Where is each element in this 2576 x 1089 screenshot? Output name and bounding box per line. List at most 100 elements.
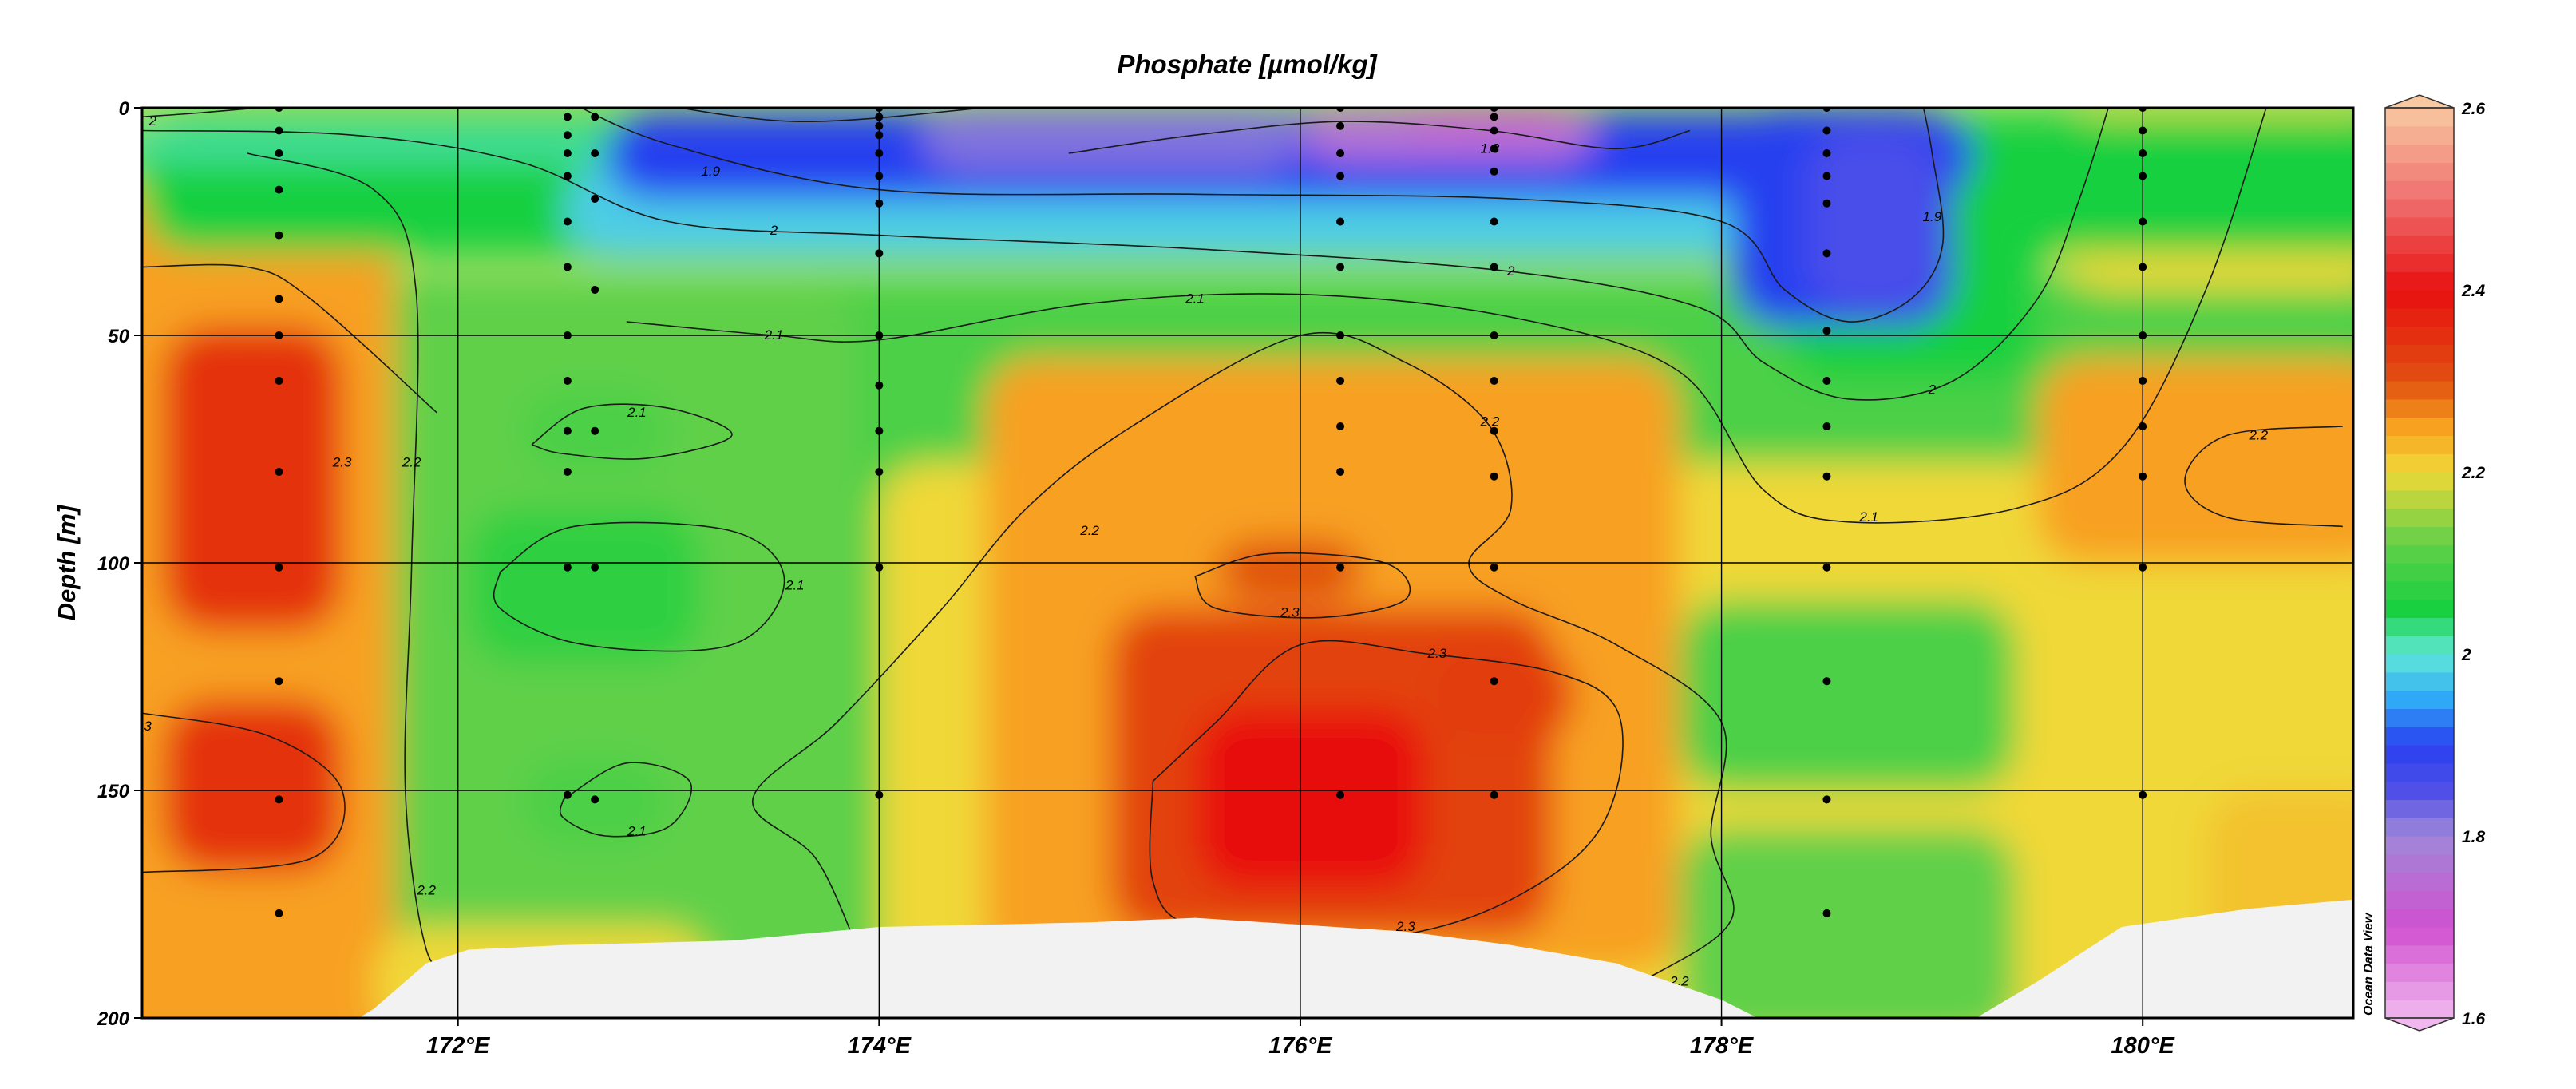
sample-point (1490, 263, 1498, 271)
colorbar-segment (2385, 344, 2454, 363)
field-patch (163, 326, 342, 632)
sample-point (275, 295, 283, 303)
colorbar-segment (2385, 927, 2454, 946)
contour-label: 2 (770, 223, 778, 238)
x-tick-label: 180°E (2111, 1033, 2176, 1059)
colorbar-segment (2385, 872, 2454, 891)
colorbar-segment (2385, 853, 2454, 873)
sample-point (875, 381, 884, 390)
colorbar-segment (2385, 326, 2454, 345)
field-patch (2037, 358, 2353, 563)
sample-point (1822, 795, 1831, 804)
colorbar-segment (2385, 762, 2454, 782)
colorbar-segment (2385, 708, 2454, 727)
y-tick-label: 100 (97, 553, 130, 575)
colorbar-segment (2385, 144, 2454, 163)
sample-point (1336, 790, 1345, 799)
sample-stations (275, 108, 2147, 917)
sample-point (275, 563, 283, 572)
colorbar-tick-label: 2.6 (2461, 100, 2486, 118)
sample-point (563, 331, 572, 339)
sample-point (2139, 126, 2147, 135)
sample-point (2139, 472, 2147, 481)
sample-point (1336, 217, 1345, 226)
sample-point (875, 249, 884, 258)
colorbar-segment (2385, 836, 2454, 855)
sample-point (275, 795, 283, 804)
sample-point (1336, 172, 1345, 180)
sample-point (1822, 472, 1831, 481)
contour-label: 2.2 (402, 455, 421, 470)
sample-point (2139, 790, 2147, 799)
sample-point (591, 563, 599, 572)
sample-point (2139, 563, 2147, 572)
colorbar-segment (2385, 398, 2454, 418)
sample-point (563, 377, 572, 385)
colorbar-segment (2385, 799, 2454, 818)
sample-point (1490, 217, 1498, 226)
sample-point (1822, 249, 1831, 258)
contour-label: 2.3 (132, 719, 152, 734)
contour-label: 1.9 (1923, 209, 1942, 224)
colorbar-segment (2385, 453, 2454, 473)
contour-line (580, 108, 1945, 323)
colorbar-segment (2385, 417, 2454, 436)
sample-point (563, 172, 572, 180)
contour-label: 2.3 (1280, 605, 1300, 620)
field-patch (1426, 644, 1574, 745)
x-tick-label: 174°E (848, 1033, 912, 1059)
field-patch (1405, 108, 1574, 136)
colorbar-segment (2385, 1000, 2454, 1019)
sample-point (1490, 426, 1498, 435)
sample-point (875, 426, 884, 435)
contour-line (247, 152, 459, 973)
colorbar-segment (2385, 362, 2454, 382)
contour-line (1194, 552, 1411, 619)
y-tick-label: 0 (119, 98, 130, 120)
colorbar-segment (2385, 216, 2454, 236)
sample-point (1336, 563, 1345, 572)
contour-line (142, 263, 437, 414)
contour-label: 2.3 (1427, 646, 1447, 661)
colorbar-segment (2385, 235, 2454, 254)
sample-point (591, 195, 599, 203)
sample-point (275, 231, 283, 240)
colorbar-segment (2385, 508, 2454, 527)
sample-point (1336, 263, 1345, 271)
y-tick-label: 50 (108, 326, 129, 347)
seafloor-mask (142, 899, 2353, 1018)
contour-label: 1.9 (701, 164, 720, 179)
contour-label: 2.2 (1480, 414, 1500, 429)
sample-point (875, 468, 884, 476)
contour-label: 2 (148, 113, 156, 129)
contour-label: 2.3 (332, 455, 352, 470)
contour-label: 2.2 (416, 882, 436, 897)
sample-point (591, 149, 599, 157)
sample-point (1822, 377, 1831, 385)
sample-point (1336, 422, 1345, 430)
colorbar-segment (2385, 727, 2454, 746)
field-patch (921, 108, 1300, 172)
sample-point (1490, 331, 1498, 339)
sample-point (1336, 468, 1345, 476)
sample-point (2139, 149, 2147, 157)
sample-point (1490, 377, 1498, 385)
sample-point (275, 149, 283, 157)
sample-point (1336, 331, 1345, 339)
sample-point (1490, 790, 1498, 799)
field-patch (1806, 130, 1943, 313)
colorbar-segment (2385, 654, 2454, 673)
sample-point (563, 263, 572, 271)
sample-point (875, 199, 884, 208)
colorbar-bottom-cap (2384, 1017, 2455, 1032)
colorbar-segment (2385, 253, 2454, 272)
color-scale-bar: 1.6 1.8 2 2.2 2.4 2.6 (2384, 94, 2486, 1032)
colorbar-segment (2385, 381, 2454, 400)
colorbar-tick-label: 2.4 (2461, 282, 2486, 300)
sample-point (875, 172, 884, 180)
colorbar-tick-label: 2 (2461, 646, 2471, 664)
sample-point (1490, 677, 1498, 686)
sample-point (1822, 422, 1831, 430)
sample-point (275, 185, 283, 194)
sample-point (1822, 677, 1831, 686)
